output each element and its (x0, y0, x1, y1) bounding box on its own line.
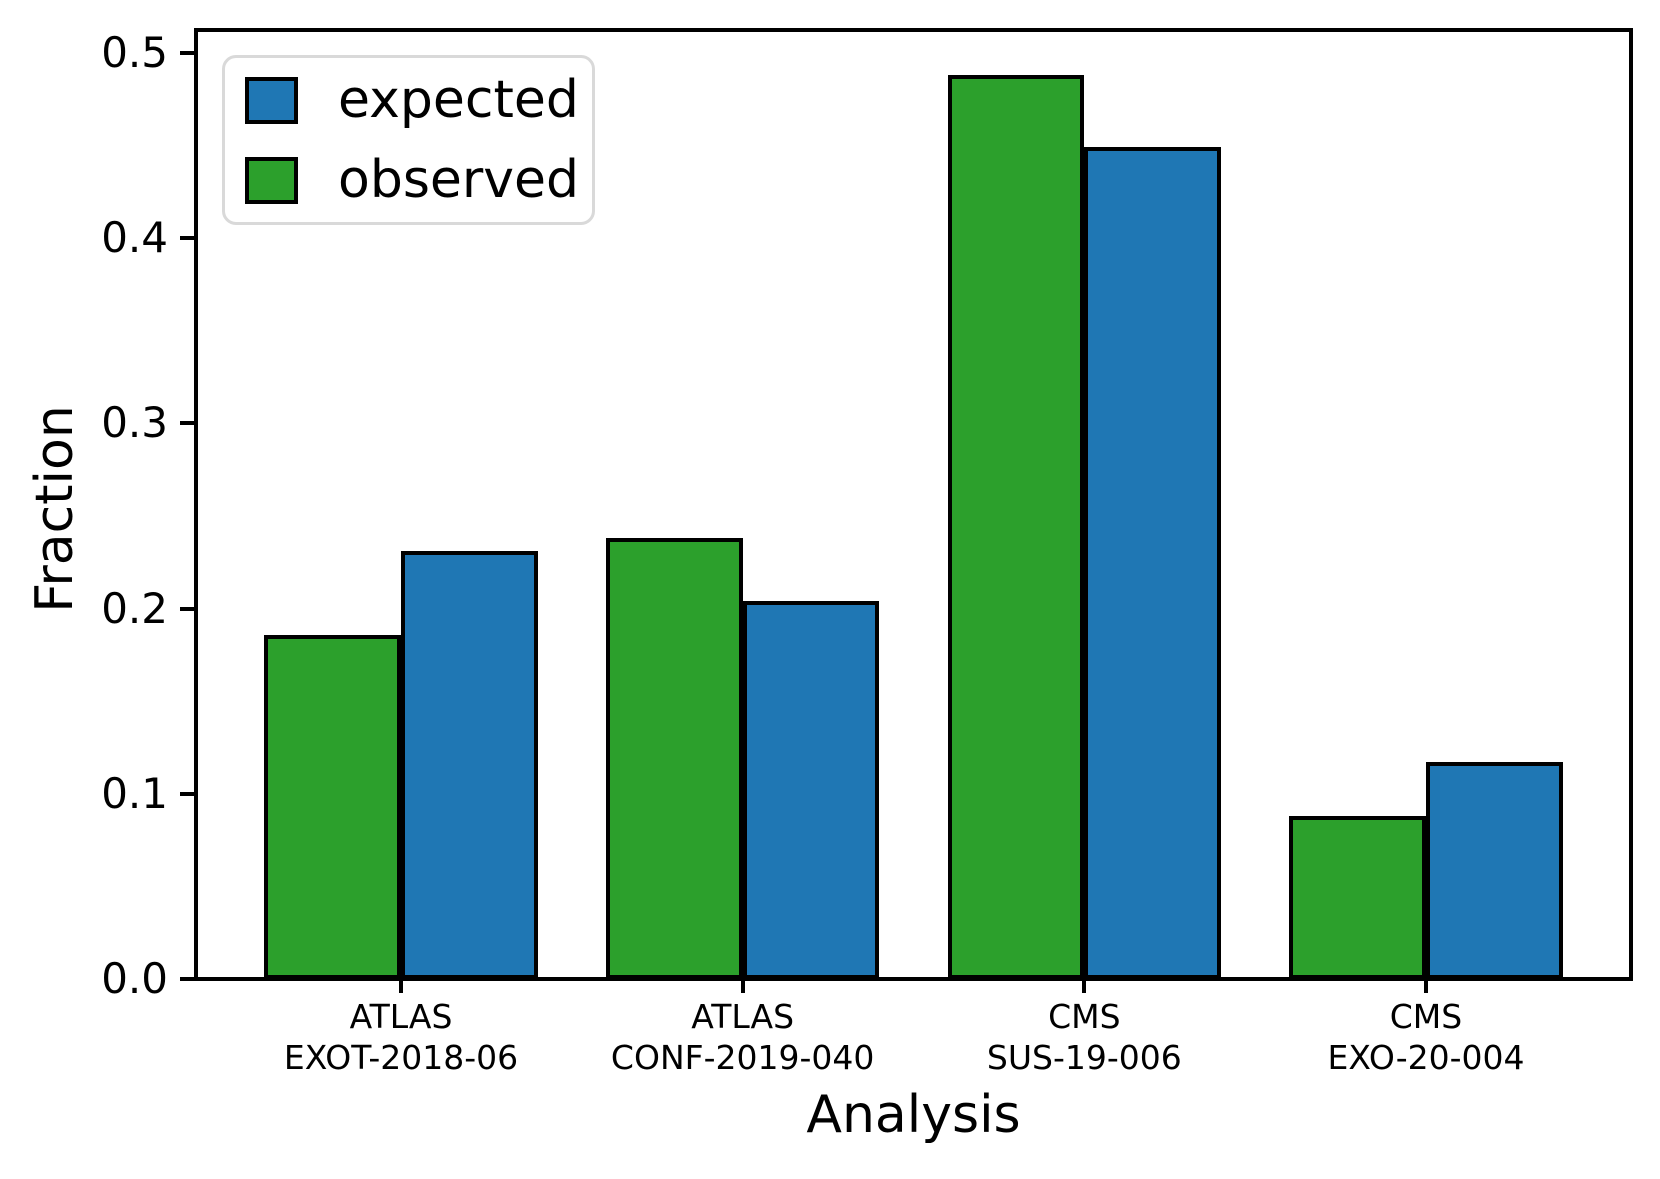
bar-observed-3 (1289, 816, 1426, 979)
legend-swatch-observed (245, 156, 298, 204)
y-tick-label-3: 0.3 (101, 398, 168, 448)
legend: expected observed (222, 55, 595, 225)
y-tick-5 (180, 50, 194, 55)
legend-label-expected: expected (338, 70, 579, 130)
x-axis-label: Analysis (806, 1085, 1021, 1145)
x-tick-3 (1424, 979, 1428, 993)
bar-expected-2 (1084, 147, 1221, 979)
y-tick-3 (180, 421, 194, 426)
x-tick-label-0: ATLAS EXOT-2018-06 (283, 997, 519, 1077)
x-tick-label-1: ATLAS CONF-2019-040 (610, 997, 875, 1077)
bar-expected-0 (401, 551, 538, 979)
legend-label-observed: observed (338, 150, 580, 210)
x-tick-label-2: CMS SUS-19-006 (986, 997, 1182, 1077)
y-tick-0 (180, 977, 194, 981)
y-tick-label-2: 0.2 (101, 583, 168, 633)
y-tick-2 (180, 606, 194, 611)
bar-observed-0 (264, 634, 401, 979)
x-tick-2 (1082, 979, 1087, 993)
bar-expected-1 (742, 601, 880, 979)
y-tick-1 (180, 791, 194, 796)
x-tick-0 (399, 979, 403, 993)
bar-observed-2 (947, 75, 1085, 979)
bar-observed-1 (606, 538, 743, 979)
y-tick-label-5: 0.5 (101, 27, 168, 77)
bar-expected-3 (1426, 762, 1563, 979)
y-tick-label-1: 0.1 (101, 768, 168, 818)
legend-item-expected: expected (245, 74, 592, 126)
x-tick-label-3: CMS EXO-20-004 (1327, 997, 1525, 1077)
y-tick-label-0: 0.0 (101, 954, 168, 1003)
y-axis-label: Fraction (25, 405, 85, 613)
legend-swatch-expected (245, 76, 298, 124)
x-tick-1 (740, 979, 745, 993)
legend-item-observed: observed (245, 154, 592, 206)
y-tick-label-4: 0.4 (101, 213, 168, 263)
y-tick-4 (180, 236, 194, 241)
